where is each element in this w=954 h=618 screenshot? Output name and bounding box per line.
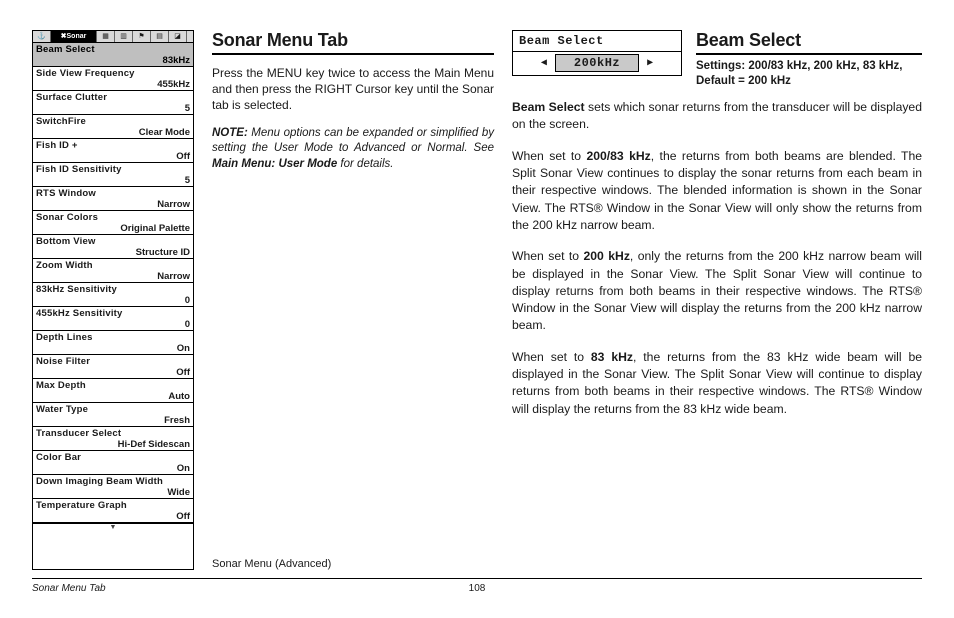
device-menu-row-label: Noise Filter [36,357,190,367]
device-menu-row-value: Off [36,368,190,378]
device-tab-row: ⚓✖Sonar▦▥⚑▤◪ [33,31,193,43]
device-menu-row-value: Wide [36,488,190,498]
device-menu-row-label: Temperature Graph [36,501,190,511]
paragraph-bs-4: When set to 83 kHz, the returns from the… [512,349,922,418]
device-tab-selected: ✖Sonar [51,31,97,42]
device-menu-row: Down Imaging Beam WidthWide [33,475,193,499]
paragraph-bs-2: When set to 200/83 kHz, the returns from… [512,148,922,235]
arrow-right-icon: ▶ [647,57,653,69]
device-menu-row-value: Narrow [36,200,190,210]
column-beam-select: Beam Select ◀ 200kHz ▶ Beam Select Setti… [512,30,922,570]
note-emph: Main Menu: User Mode [212,158,337,170]
device-menu-row-label: SwitchFire [36,117,190,127]
beam-select-widget: Beam Select ◀ 200kHz ▶ [512,30,682,76]
device-menu-row: Surface Clutter5 [33,91,193,115]
note-body: Menu options can be expanded or simplifi… [212,127,494,155]
device-menu-row-value: Clear Mode [36,128,190,138]
widget-value-row: ◀ 200kHz ▶ [513,52,681,75]
device-menu-row: Temperature GraphOff [33,499,193,523]
device-menu-row: Noise FilterOff [33,355,193,379]
device-menu-row-label: 83kHz Sensitivity [36,285,190,295]
device-menu-row-label: Bottom View [36,237,190,247]
widget-value: 200kHz [555,54,639,72]
page-footer: Sonar Menu Tab 108 [32,578,922,594]
device-menu-row-value: Narrow [36,272,190,282]
device-menu-row-label: Zoom Width [36,261,190,271]
device-menu-row: Transducer SelectHi-Def Sidescan [33,427,193,451]
device-menu-row-value: Original Palette [36,224,190,234]
device-menu-row-label: Transducer Select [36,429,190,439]
device-menu-row: 83kHz Sensitivity0 [33,283,193,307]
device-menu-row: RTS WindowNarrow [33,187,193,211]
device-menu-row: Fish ID +Off [33,139,193,163]
device-menu-row-value: Structure ID [36,248,190,258]
device-menu-row: Color BarOn [33,451,193,475]
paragraph-note: NOTE: Menu options can be expanded or si… [212,126,494,173]
widget-label: Beam Select [513,31,681,52]
device-menu-row-value: Off [36,152,190,162]
device-menu-row: Sonar ColorsOriginal Palette [33,211,193,235]
settings-line: Settings: 200/83 kHz, 200 kHz, 83 kHz, D… [696,59,922,89]
device-menu-row-label: Beam Select [36,45,190,55]
device-menu-row-label: Surface Clutter [36,93,190,103]
device-menu-row-label: Fish ID + [36,141,190,151]
footer-page-number: 108 [469,583,486,594]
device-menu-row: 455kHz Sensitivity0 [33,307,193,331]
device-menu-row: SwitchFireClear Mode [33,115,193,139]
device-menu-row: Depth LinesOn [33,331,193,355]
device-menu-row-label: Down Imaging Beam Width [36,477,190,487]
footer-left: Sonar Menu Tab [32,583,469,594]
paragraph-bs-3: When set to 200 kHz, only the returns fr… [512,248,922,335]
heading-beam-select: Beam Select [696,30,922,55]
arrow-left-icon: ◀ [541,57,547,69]
device-menu-row-value: 5 [36,104,190,114]
device-menu-row-value: Off [36,512,190,522]
device-menu-items: Beam Select83kHzSide View Frequency455kH… [33,43,193,523]
note-label: NOTE: [212,127,248,139]
device-menu-row: Zoom WidthNarrow [33,259,193,283]
device-menu-row-label: RTS Window [36,189,190,199]
device-menu-row: Side View Frequency455kHz [33,67,193,91]
device-tab: ⚑ [133,31,151,42]
device-menu-row-value: Fresh [36,416,190,426]
scroll-nub-icon: ▼ [33,523,193,529]
device-menu-row: Water TypeFresh [33,403,193,427]
device-menu-row: Fish ID Sensitivity5 [33,163,193,187]
device-menu-row-label: Color Bar [36,453,190,463]
device-menu-row-value: On [36,344,190,354]
bs1-bold: Beam Select [512,100,585,114]
figure-caption: Sonar Menu (Advanced) [212,558,494,570]
device-menu-row-label: Water Type [36,405,190,415]
device-menu-row-label: Max Depth [36,381,190,391]
device-menu-row-label: Sonar Colors [36,213,190,223]
device-menu-row-value: Hi-Def Sidescan [36,440,190,450]
column-sonar-menu-tab: Sonar Menu Tab Press the MENU key twice … [212,30,494,570]
device-menu-row-value: 5 [36,176,190,186]
device-tab: ▦ [97,31,115,42]
device-tab: ◪ [169,31,187,42]
device-menu-row-value: 83kHz [36,56,190,66]
device-menu-row-value: 455kHz [36,80,190,90]
page-content: ⚓✖Sonar▦▥⚑▤◪ Beam Select83kHzSide View F… [32,30,922,570]
device-menu-row: Beam Select83kHz [33,43,193,67]
device-menu-row: Bottom ViewStructure ID [33,235,193,259]
device-tab: ▥ [115,31,133,42]
device-menu-row-label: 455kHz Sensitivity [36,309,190,319]
note-tail: for details. [337,158,393,170]
beam-select-header-row: Beam Select ◀ 200kHz ▶ Beam Select Setti… [512,30,922,89]
device-menu-row-value: 0 [36,296,190,306]
device-menu-row-value: On [36,464,190,474]
device-menu-row: Max DepthAuto [33,379,193,403]
paragraph-bs-1: Beam Select sets which sonar returns fro… [512,99,922,134]
device-menu-row-label: Depth Lines [36,333,190,343]
device-tab: ▤ [151,31,169,42]
paragraph-intro: Press the MENU key twice to access the M… [212,65,494,114]
device-tab: ⚓ [33,31,51,42]
heading-sonar-menu-tab: Sonar Menu Tab [212,30,494,55]
device-menu-row-label: Side View Frequency [36,69,190,79]
device-menu-screenshot: ⚓✖Sonar▦▥⚑▤◪ Beam Select83kHzSide View F… [32,30,194,570]
device-menu-row-value: Auto [36,392,190,402]
device-menu-row-value: 0 [36,320,190,330]
device-menu-row-label: Fish ID Sensitivity [36,165,190,175]
